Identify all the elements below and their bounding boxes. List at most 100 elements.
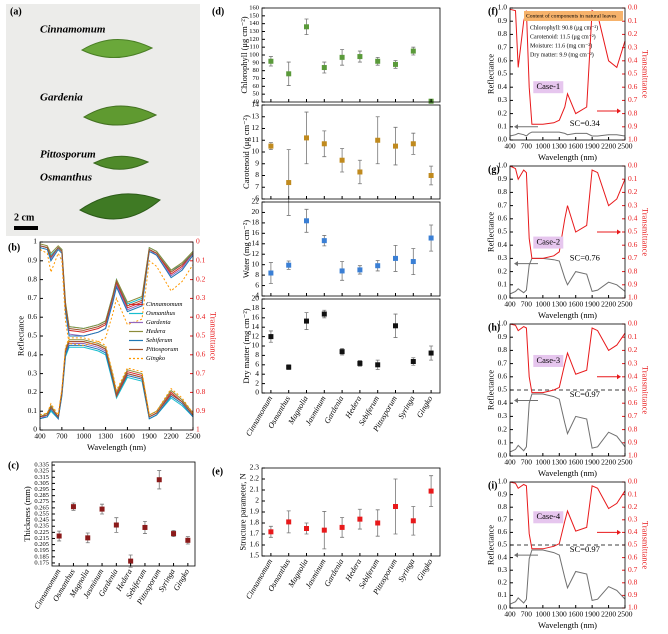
x-tick-label: Syringa [396, 557, 416, 583]
y-tick-label: 10 [252, 147, 260, 156]
point [428, 488, 434, 494]
y2-axis-label: Transmittance [641, 50, 651, 99]
y-tick-label: 0.0 [498, 135, 508, 144]
y-tick-label: 8 [255, 350, 259, 359]
y-axis-label: Reflectance [485, 54, 495, 94]
leaf [79, 193, 161, 220]
y-tick-label: 0.245 [34, 517, 49, 524]
point [99, 506, 105, 512]
y-tick-label: 14 [252, 238, 260, 247]
arrow-head [617, 374, 621, 380]
inset-header [524, 11, 623, 21]
sc-label: SC=0.97 [570, 389, 600, 399]
y2-tick-label: 0.7 [628, 565, 638, 574]
point [321, 527, 327, 533]
y-tick-label: 40 [253, 98, 260, 105]
y-tick-label: 0.285 [34, 492, 49, 499]
legend-label: Gingko [146, 355, 166, 362]
y-axis-label: Reflectance [485, 212, 495, 252]
y-tick-label: 0.9 [498, 332, 508, 341]
point [304, 218, 309, 224]
y2-tick-label: 0.0 [628, 3, 638, 12]
point [339, 524, 345, 530]
y2-tick-label: 0.0 [628, 161, 638, 170]
y-tick-label: 0.225 [34, 529, 49, 536]
point [321, 141, 327, 147]
y-tick-label: 50 [253, 91, 260, 98]
case-label: Case-4 [536, 511, 560, 521]
x-axis-label: Wavelength (nm) [538, 468, 597, 478]
y-tick-label: 0.8 [498, 187, 508, 196]
y-tick-label: 1.5 [250, 551, 260, 560]
y-tick-label: 6 [255, 360, 259, 369]
point [339, 54, 345, 60]
case-badge [533, 81, 564, 94]
plot-frame [509, 481, 626, 609]
y-tick-label: 7 [255, 182, 259, 191]
y2-tick-label: 0.8 [628, 266, 638, 275]
point [375, 362, 381, 368]
y-tick-label: 0.2 [498, 266, 508, 275]
y-tick-label: 0.7 [498, 200, 508, 209]
x-tick-label: 1600 [568, 458, 583, 467]
y-tick-label: 70 [253, 75, 260, 82]
y2-tick-label: 0.8 [628, 108, 638, 117]
point [56, 533, 62, 539]
y-tick-label: 0.2 [28, 387, 38, 396]
y-tick-label: 0.8 [498, 29, 508, 38]
y-tick-label: 0 [255, 388, 259, 397]
y-tick-label: 80 [253, 67, 260, 74]
case-label: Case-3 [536, 355, 560, 365]
panel-label: (a) [10, 6, 22, 17]
arrow-head [514, 398, 518, 404]
case-badge [533, 511, 564, 524]
panel-label: (i) [488, 480, 497, 491]
sc-label: SC=0.97 [570, 544, 600, 554]
y2-tick-label: 1.0 [628, 135, 638, 144]
point [393, 143, 398, 149]
y-tick-label: 0.4 [498, 398, 508, 407]
point [357, 360, 363, 366]
point [410, 359, 416, 365]
y-tick-label: 4 [255, 369, 259, 378]
y-tick-label: 0.3 [28, 368, 38, 377]
panel-label: (d) [212, 6, 224, 17]
x-tick-label: 1000 [535, 300, 550, 309]
legend-label: Sebiferum [146, 337, 173, 344]
y2-tick-label: 0.1 [628, 16, 638, 25]
x-tick-label: 1300 [552, 300, 567, 309]
y-tick-label: 60 [253, 83, 260, 90]
legend-label: Osmanthus [146, 310, 176, 317]
x-tick-label: 700 [56, 432, 68, 441]
y-tick-label: 20 [252, 207, 260, 216]
point [268, 270, 274, 276]
y-tick-label: 10 [252, 341, 260, 350]
y-tick-label: 0.6 [28, 312, 38, 321]
y-tick-label: 0.4 [498, 552, 508, 561]
y2-axis-label: Transmittance [209, 312, 219, 361]
y-tick-label: 0.7 [498, 42, 508, 51]
y2-tick-label: 0.6 [628, 398, 638, 407]
y-tick-label: 1.9 [250, 507, 260, 516]
y-tick-label: 0.8 [28, 274, 38, 283]
point [357, 516, 363, 522]
y-tick-label: 0.275 [34, 498, 49, 505]
y2-tick-label: 0.9 [196, 406, 206, 415]
point [268, 58, 274, 64]
y-tick-label: 1.6 [250, 540, 260, 549]
y-tick-label: 1.0 [498, 477, 508, 486]
x-tick-label: 2500 [618, 458, 633, 467]
y-tick-label: 0.1 [498, 590, 508, 599]
point [428, 350, 434, 356]
inset-line: Carotenoid: 11.5 (μg cm⁻²) [530, 33, 596, 40]
y-tick-label: 0.235 [34, 523, 49, 530]
point [304, 526, 309, 531]
point [393, 504, 398, 509]
y2-tick-label: 0.4 [196, 312, 206, 321]
y-axis-label: Thickness (mm) [22, 486, 32, 542]
point [70, 504, 76, 510]
x-tick-label: 2200 [601, 142, 616, 151]
point [304, 24, 309, 30]
y-tick-label: 4 [255, 291, 259, 300]
